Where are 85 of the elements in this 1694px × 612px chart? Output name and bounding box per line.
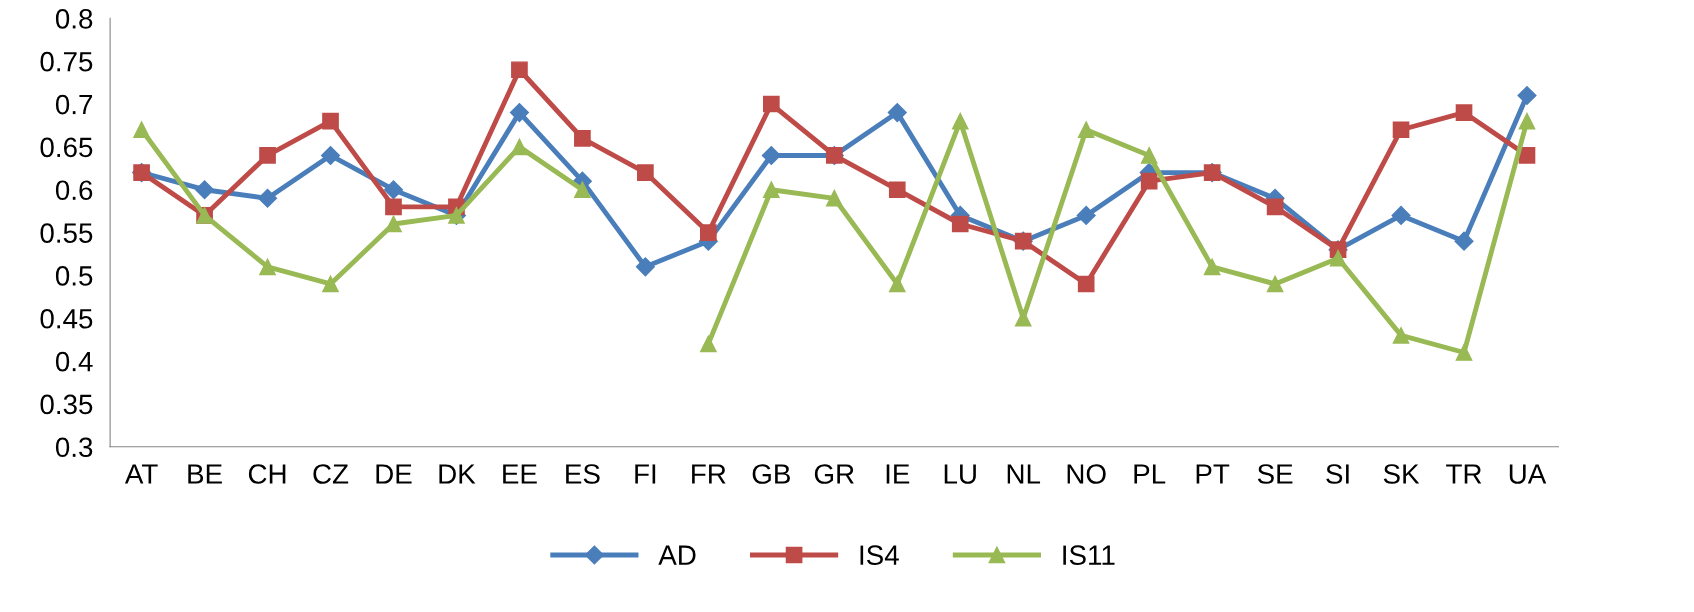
point — [385, 215, 402, 233]
point — [1392, 121, 1410, 139]
x-tick-label: CH — [248, 464, 286, 484]
point — [509, 103, 529, 123]
point — [1140, 147, 1158, 164]
x-tick-label: FI — [635, 464, 656, 484]
point — [1454, 231, 1474, 251]
point — [762, 181, 780, 199]
point — [1518, 112, 1536, 130]
x-tick-label: SK — [1383, 464, 1420, 484]
x-tick-label: UA — [1509, 464, 1547, 484]
point — [1391, 205, 1411, 225]
point — [1329, 249, 1347, 267]
point — [1203, 258, 1221, 276]
point — [574, 129, 591, 147]
legend-label: AD — [658, 545, 696, 565]
point — [1455, 104, 1473, 121]
x-tick-label: DE — [376, 464, 412, 484]
point — [951, 112, 969, 130]
point — [259, 147, 276, 164]
point — [322, 112, 339, 130]
point — [637, 164, 654, 181]
x-tick-label: PL — [1134, 464, 1166, 484]
x-tick-label: LU — [944, 464, 976, 484]
point — [700, 335, 717, 353]
x-tick-label: AT — [124, 464, 158, 484]
point — [133, 121, 150, 139]
point — [761, 145, 781, 165]
point — [825, 189, 843, 207]
point — [1266, 275, 1284, 293]
x-tick-label: SE — [1257, 464, 1293, 484]
x-tick-label: NO — [1067, 464, 1106, 484]
y-tick-label: 0.7 — [55, 94, 93, 115]
x-tick-label: FR — [692, 464, 726, 484]
y-tick-label: 0.6 — [55, 180, 93, 201]
y-tick-label: 0.8 — [55, 9, 93, 29]
point — [700, 224, 717, 241]
x-tick-label: EE — [503, 464, 537, 484]
y-tick-label: 0.5 — [55, 266, 93, 286]
x-tick-label: IE — [886, 464, 910, 484]
y-tick-label: 0.75 — [40, 51, 93, 72]
x-tick-label: SI — [1326, 464, 1349, 484]
y-tick-label: 0.4 — [55, 351, 93, 372]
y-tick-label: 0.3 — [55, 437, 93, 458]
legend-label: IS4 — [860, 545, 899, 565]
point — [574, 181, 591, 199]
x-tick-label: PT — [1196, 464, 1230, 484]
point — [511, 61, 528, 79]
point — [888, 181, 906, 199]
point — [887, 103, 907, 123]
point — [1077, 121, 1095, 139]
point — [1014, 309, 1032, 327]
point — [195, 180, 215, 200]
point — [320, 145, 341, 165]
legend-label: IS11 — [1063, 545, 1115, 565]
point — [1392, 327, 1410, 344]
x-tick-label: DK — [439, 464, 476, 484]
x-tick-label: GB — [752, 464, 790, 484]
x-tick-label: ES — [566, 464, 600, 484]
point — [762, 95, 780, 113]
point — [1455, 344, 1473, 361]
point — [888, 275, 906, 293]
point — [1077, 275, 1095, 293]
point — [635, 257, 655, 277]
point — [259, 258, 276, 276]
point — [322, 275, 339, 293]
y-tick-label: 0.45 — [40, 308, 93, 329]
y-tick-label: 0.35 — [40, 394, 93, 415]
point — [951, 215, 969, 233]
point — [1518, 147, 1536, 164]
point — [383, 180, 404, 200]
point — [1140, 172, 1158, 190]
x-tick-label: CZ — [313, 464, 349, 484]
y-tick-label: 0.65 — [40, 137, 93, 158]
point — [1517, 85, 1537, 106]
point — [511, 138, 528, 156]
y-tick-label: 0.55 — [40, 223, 93, 243]
point — [258, 188, 278, 208]
x-tick-label: NL — [1007, 464, 1041, 484]
x-tick-label: BE — [188, 464, 222, 484]
point — [1266, 198, 1284, 216]
point — [1076, 205, 1096, 225]
x-tick-label: TR — [1446, 464, 1482, 484]
point — [385, 198, 402, 216]
x-tick-label: GR — [814, 464, 854, 484]
